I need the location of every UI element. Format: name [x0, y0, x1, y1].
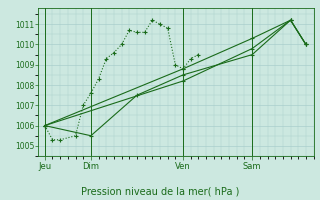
- Text: Pression niveau de la mer( hPa ): Pression niveau de la mer( hPa ): [81, 186, 239, 196]
